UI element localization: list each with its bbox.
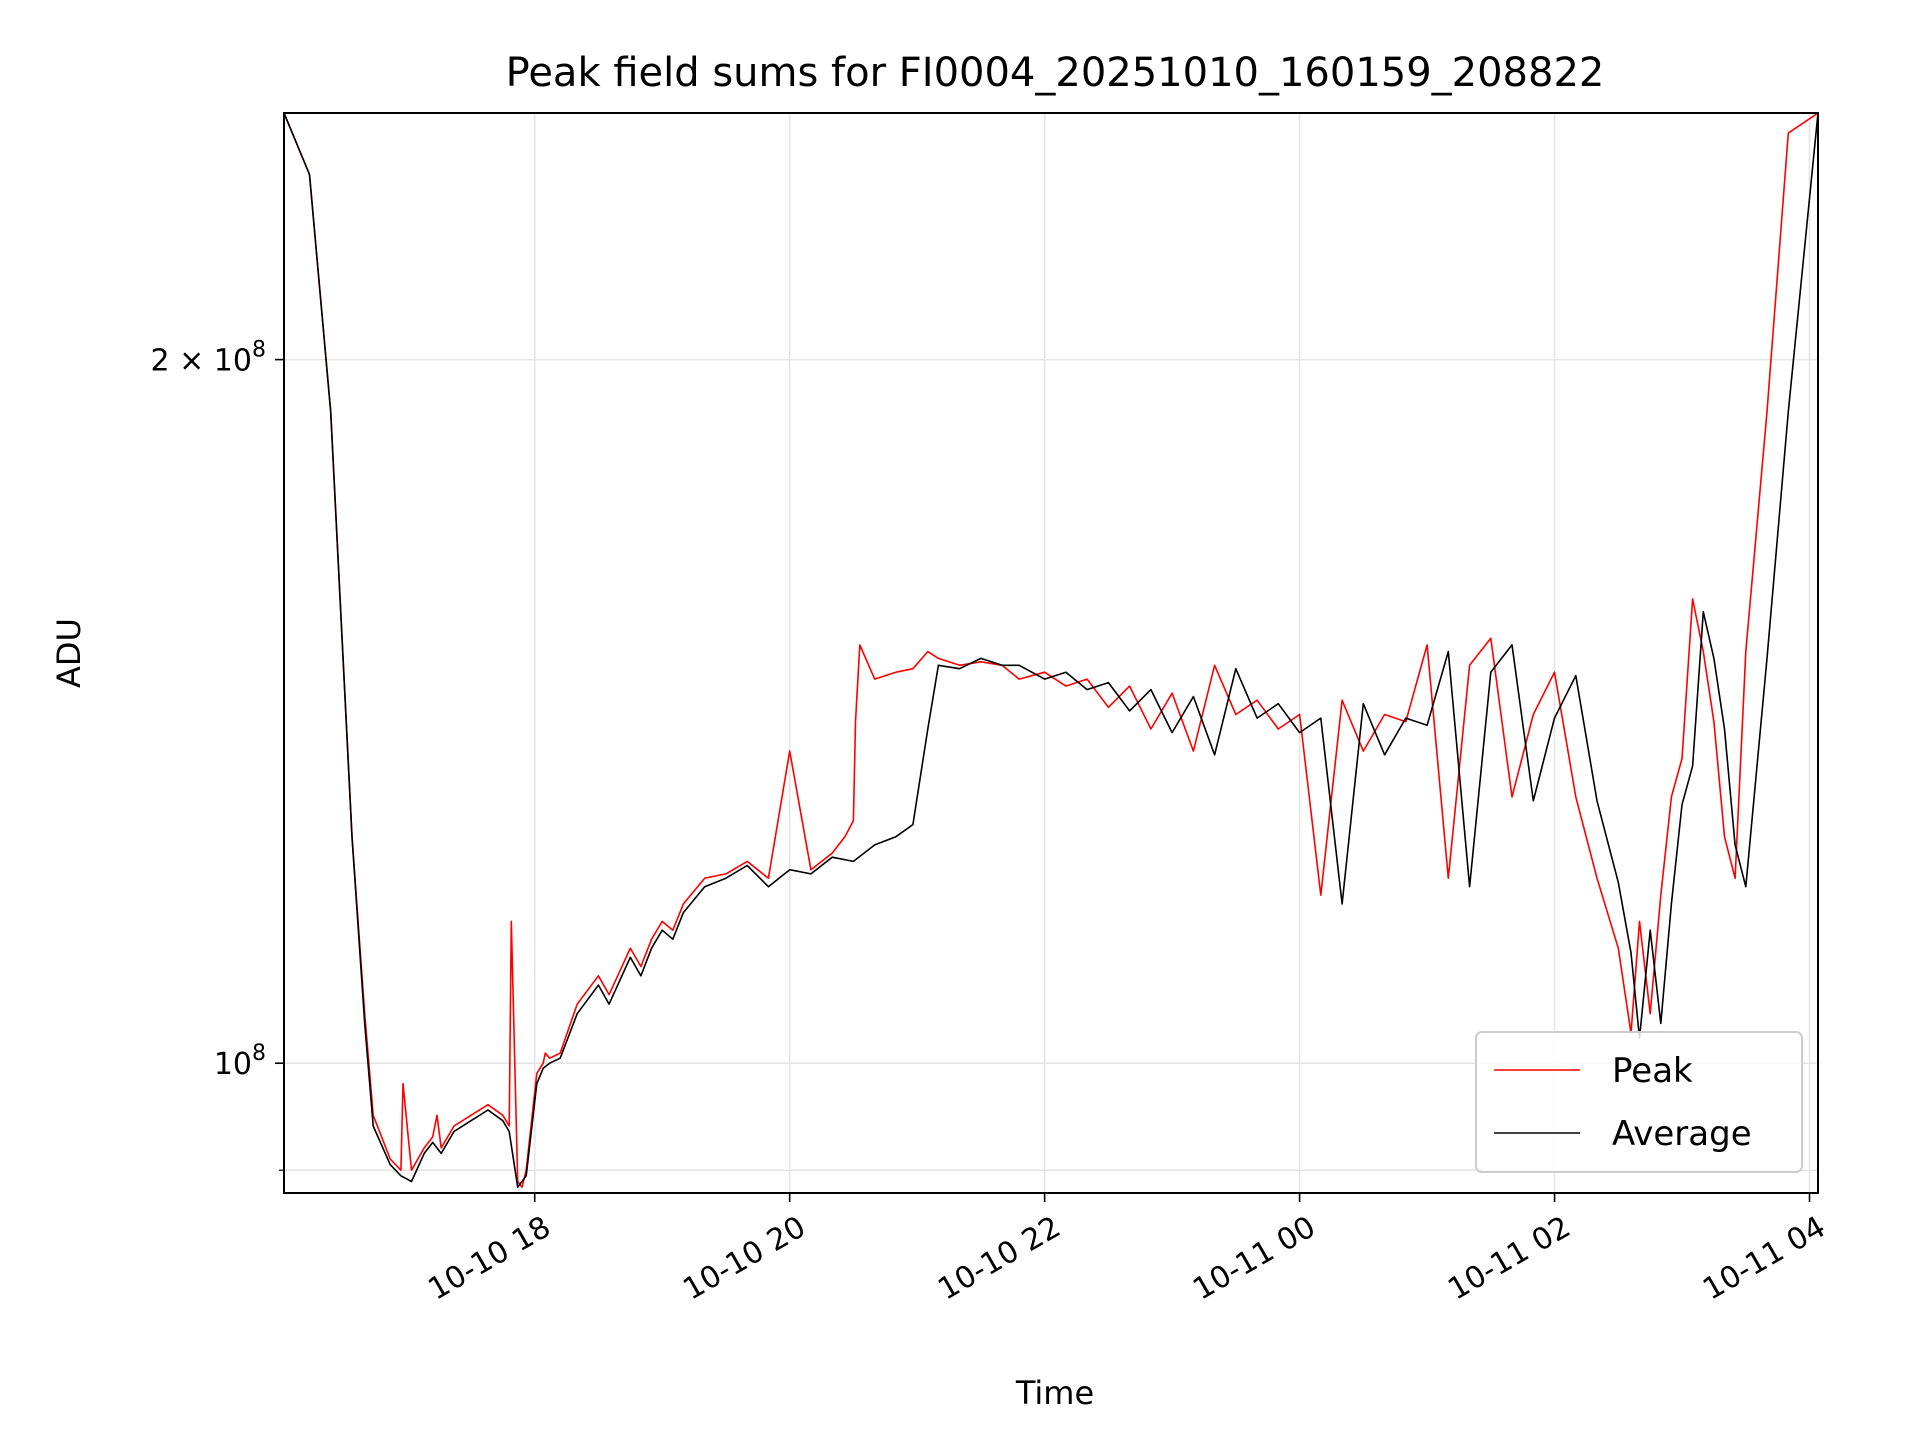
legend-label-peak: Peak [1612, 1051, 1693, 1091]
x-tick-label: 10-11 00 [1187, 1210, 1321, 1308]
legend: Peak Average [1475, 1031, 1803, 1173]
x-axis-title: Time [1015, 1374, 1094, 1412]
x-tick-label: 10-10 22 [932, 1210, 1066, 1308]
series-line-average [284, 113, 1818, 1188]
y-tick-base: 10 [214, 1047, 252, 1082]
x-tick-label: 10-10 18 [422, 1210, 556, 1308]
y-tick-base: 2 × 10 [151, 344, 252, 379]
plot-frame [283, 112, 1819, 1194]
plot-layer [284, 113, 1818, 1188]
series-line-peak [284, 113, 1818, 1188]
x-tick-label: 10-10 20 [677, 1210, 811, 1308]
chart-title: Peak field sums for FI0004_20251010_1601… [506, 50, 1605, 96]
y-tick-label: 2 × 108 [151, 338, 266, 379]
y-tick-exponent: 8 [252, 338, 266, 363]
y-tick-exponent: 8 [252, 1041, 266, 1066]
x-axis-ticks: 10-10 18 10-10 20 10-10 22 10-11 00 10-11 02… [422, 1193, 1832, 1308]
y-axis-title: ADU [50, 618, 88, 688]
legend-box [1475, 1031, 1803, 1173]
x-tick-label: 10-11 02 [1442, 1210, 1576, 1308]
y-tick-label: 108 [214, 1041, 266, 1082]
x-tick-label: 10-11 04 [1697, 1210, 1831, 1308]
legend-label-average: Average [1612, 1114, 1752, 1154]
